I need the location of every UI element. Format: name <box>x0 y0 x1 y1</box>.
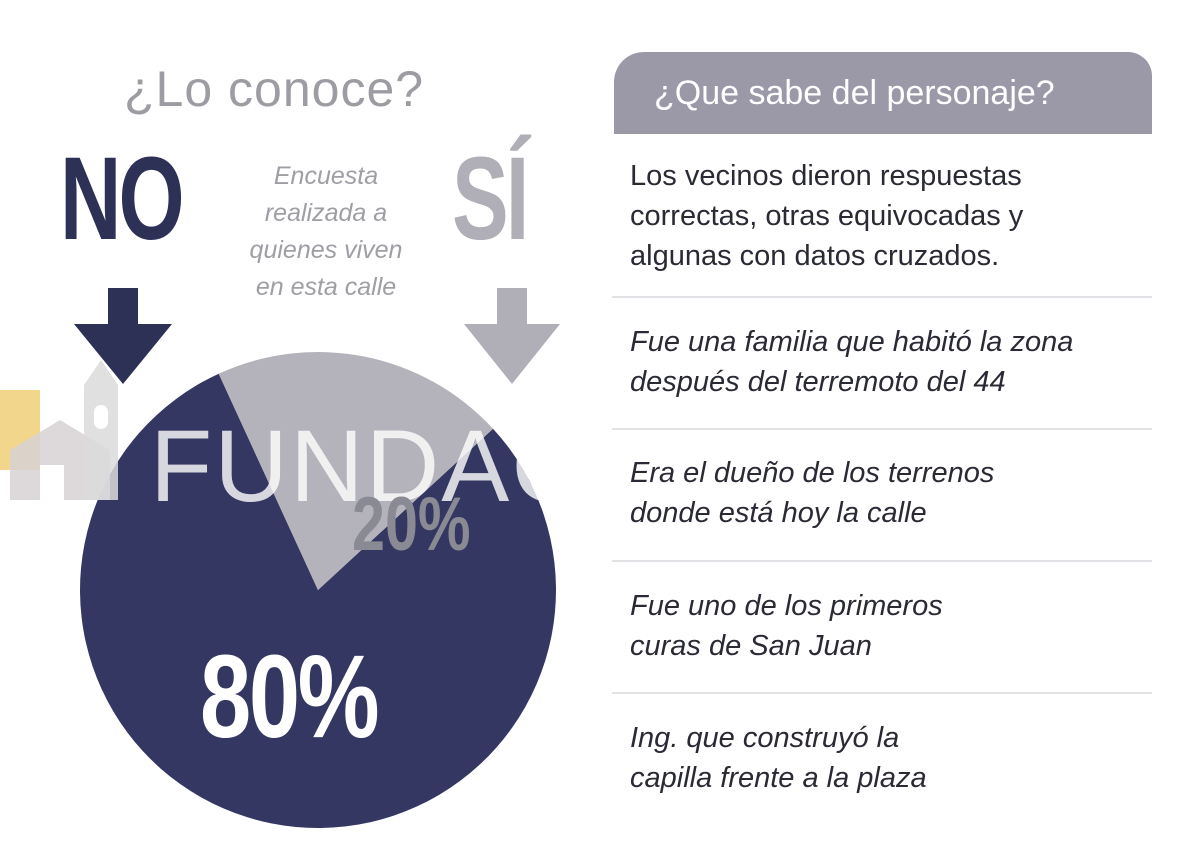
answer-summary: Los vecinos dieron respuestas correctas,… <box>630 156 1170 276</box>
answer-item: Era el dueño de los terrenos donde está … <box>630 453 1170 533</box>
pie-slice-no <box>80 373 557 828</box>
pie-slice-si <box>218 351 494 590</box>
answers-header-text: ¿Que sabe del personaje? <box>654 74 1055 112</box>
si-label: SÍ <box>452 133 529 265</box>
page-title: ¿Lo conoce? <box>124 61 425 117</box>
watermark: FUNDAC <box>150 415 540 517</box>
survey-note: Encuesta realizada a quienes viven en es… <box>208 158 444 306</box>
answer-line: capilla frente a la plaza <box>630 762 927 794</box>
answer-line: después del terremoto del 44 <box>630 366 1006 398</box>
no-label: NO <box>60 133 185 265</box>
survey-note-line: realizada a <box>264 199 388 227</box>
divider <box>612 428 1152 430</box>
divider <box>612 560 1152 562</box>
answer-line: Ing. que construyó la <box>630 722 900 754</box>
answer-line: Fue uno de los primeros <box>630 590 943 622</box>
answer-line: curas de San Juan <box>630 630 872 662</box>
survey-note-line: quienes viven <box>249 236 403 264</box>
answer-line: Era el dueño de los terrenos <box>630 457 995 489</box>
arrow-down-icon <box>464 288 560 384</box>
answer-line: Fue una familia que habitó la zona <box>630 326 1074 358</box>
answer-item: Fue una familia que habitó la zona despu… <box>630 322 1170 402</box>
survey-note-line: en esta calle <box>255 273 397 301</box>
divider <box>612 692 1152 694</box>
survey-note-line: Encuesta <box>273 162 379 190</box>
answer-line: donde está hoy la calle <box>630 497 927 529</box>
answer-item: Fue uno de los primeros curas de San Jua… <box>630 586 1170 666</box>
answer-line: algunas con datos cruzados. <box>630 240 1000 272</box>
answer-line: Los vecinos dieron respuestas <box>630 160 1022 192</box>
answers-header: ¿Que sabe del personaje? <box>614 52 1152 134</box>
answer-line: correctas, otras equivocadas y <box>630 200 1024 232</box>
pie-label-si: 20% <box>352 482 471 567</box>
pie-label-no: 80% <box>200 631 380 763</box>
arrow-down-icon <box>74 288 172 384</box>
divider <box>612 296 1152 298</box>
answer-item: Ing. que construyó la capilla frente a l… <box>630 718 1170 798</box>
watermark-logo-icon <box>0 360 118 500</box>
